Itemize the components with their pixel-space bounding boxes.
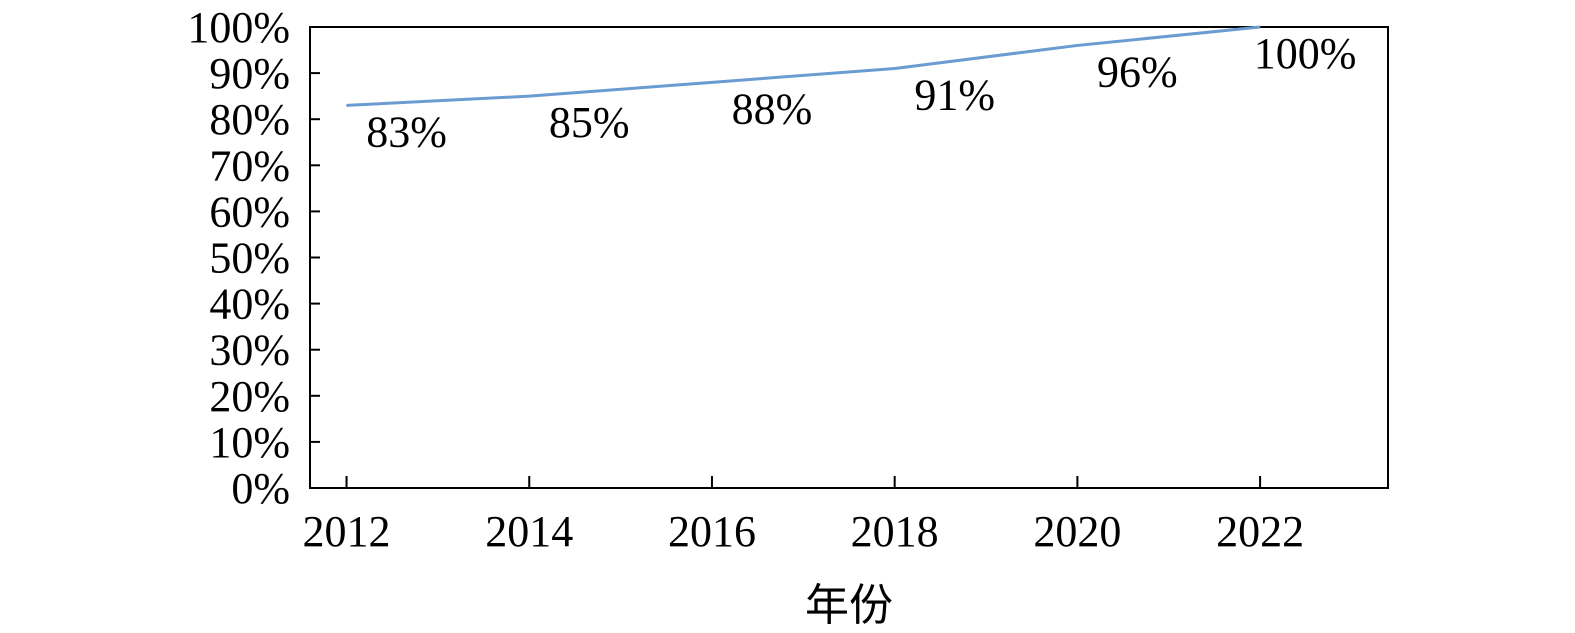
series-line (346, 25, 1261, 107)
series-layer (346, 25, 1261, 107)
plot-border (309, 26, 1389, 489)
data-labels: 83% 85% 88% 91% 96% 100% (366, 29, 1356, 156)
y-tick-label: 70% (209, 141, 290, 190)
x-tick-label: 2018 (851, 507, 939, 556)
y-tick-label: 40% (209, 280, 290, 329)
x-axis-title: 年份 (805, 581, 893, 630)
y-tick-label: 30% (209, 326, 290, 375)
data-label: 91% (914, 70, 995, 119)
y-tick-label: 100% (187, 3, 290, 52)
data-point (1076, 44, 1078, 46)
data-point (346, 104, 348, 106)
data-point (1259, 26, 1261, 28)
data-label: 83% (366, 107, 447, 156)
x-tick-label: 2020 (1033, 507, 1121, 556)
y-tick-label: 10% (209, 418, 290, 467)
x-axis: 2012 2014 2016 2018 2020 2022 (303, 476, 1304, 556)
data-label: 100% (1254, 29, 1357, 78)
y-tick-label: 90% (209, 49, 290, 98)
y-tick-label: 20% (209, 372, 290, 421)
data-point (711, 81, 713, 83)
x-tick-label: 2012 (303, 507, 391, 556)
data-label: 85% (549, 98, 630, 147)
y-tick-label: 0% (231, 464, 290, 513)
x-tick-label: 2022 (1216, 507, 1304, 556)
data-point (894, 67, 896, 69)
y-tick-label: 60% (209, 187, 290, 236)
plot-frame (309, 26, 1389, 489)
data-label: 96% (1097, 47, 1178, 96)
x-tick-label: 2014 (485, 507, 573, 556)
y-tick-label: 80% (209, 95, 290, 144)
data-point (528, 95, 530, 97)
y-tick-label: 50% (209, 234, 290, 283)
y-axis: 0%10%20%30%40%50%60%70%80%90%100% (187, 3, 320, 513)
data-label: 88% (732, 84, 813, 133)
x-tick-label: 2016 (668, 507, 756, 556)
